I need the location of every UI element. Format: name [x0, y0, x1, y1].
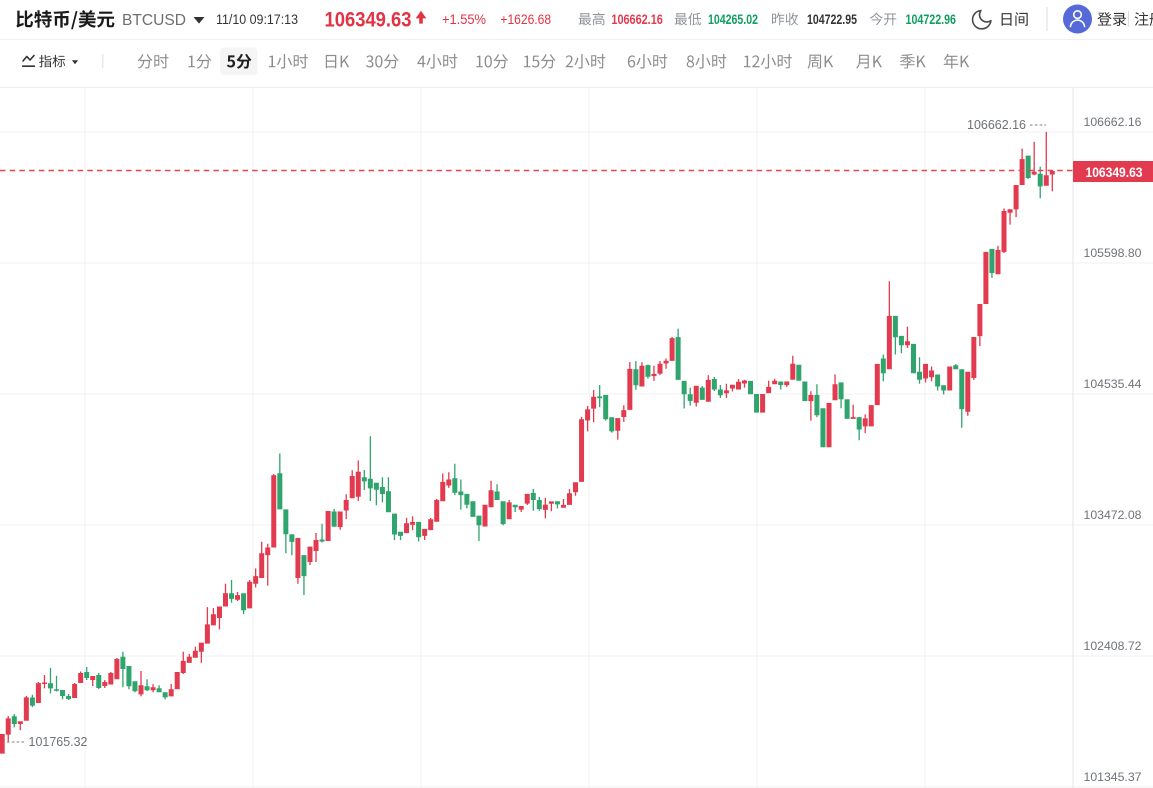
svg-text:103472.08: 103472.08 [1084, 508, 1142, 522]
svg-text:106662.16: 106662.16 [967, 118, 1026, 132]
svg-text:106349.63: 106349.63 [1086, 164, 1143, 180]
svg-text:+1626.68: +1626.68 [500, 11, 551, 27]
svg-text:106662.16: 106662.16 [1084, 115, 1142, 129]
svg-text:104722.95: 104722.95 [807, 12, 857, 27]
svg-text:104265.02: 104265.02 [708, 12, 758, 27]
svg-text:106349.63: 106349.63 [325, 8, 412, 32]
svg-text:+1.55%: +1.55% [442, 11, 486, 27]
svg-text:102408.72: 102408.72 [1084, 639, 1142, 653]
svg-text:101345.37: 101345.37 [1084, 770, 1142, 784]
svg-text:11/10 09:17:13: 11/10 09:17:13 [216, 11, 298, 27]
svg-text:104722.96: 104722.96 [906, 12, 957, 27]
svg-text:105598.80: 105598.80 [1084, 246, 1142, 260]
svg-text:BTCUSD: BTCUSD [122, 12, 186, 29]
svg-text:104535.44: 104535.44 [1084, 377, 1142, 391]
svg-text:106662.16: 106662.16 [611, 12, 663, 27]
svg-text:101765.32: 101765.32 [29, 735, 88, 749]
